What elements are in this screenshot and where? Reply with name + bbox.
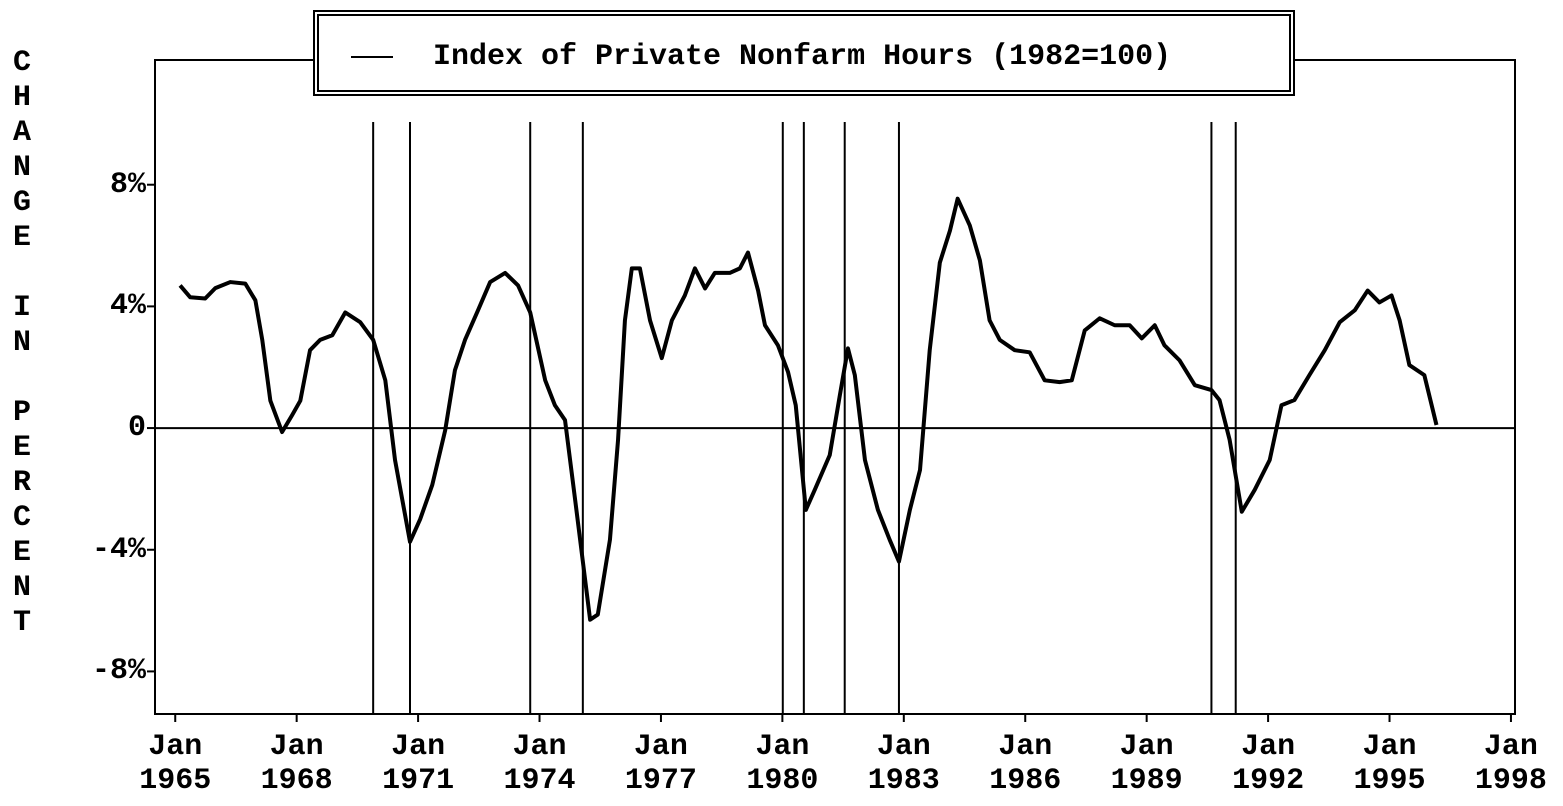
x-tick-label: Jan 1977 <box>624 730 697 798</box>
y-tick-label: 0 <box>127 411 146 446</box>
y-tick-label: 8% <box>109 167 146 202</box>
plot-frame <box>154 59 1516 715</box>
legend: Index of Private Nonfarm Hours (1982=100… <box>313 10 1295 96</box>
y-tick-label: 4% <box>109 289 146 324</box>
y-axis-label: CHANGE IN PERCENT <box>5 46 39 641</box>
x-tick-label: Jan 1992 <box>1232 730 1305 798</box>
x-tick-label: Jan 1971 <box>382 730 455 798</box>
data-line <box>178 196 1439 622</box>
x-tick-label: Jan 1974 <box>503 730 576 798</box>
x-tick-label: Jan 1989 <box>1110 730 1183 798</box>
legend-swatch <box>351 56 393 58</box>
x-tick-label: Jan 1965 <box>139 730 212 798</box>
x-tick-label: Jan 1986 <box>989 730 1062 798</box>
x-tick-label: Jan 1998 <box>1474 730 1547 798</box>
legend-label: Index of Private Nonfarm Hours (1982=100… <box>433 40 1172 74</box>
y-tick-label: -8% <box>91 654 146 689</box>
x-tick-label: Jan 1995 <box>1353 730 1426 798</box>
x-tick-label: Jan 1983 <box>867 730 940 798</box>
y-tick-label: -4% <box>91 532 146 567</box>
x-tick-label: Jan 1968 <box>260 730 333 798</box>
x-tick-label: Jan 1980 <box>746 730 819 798</box>
